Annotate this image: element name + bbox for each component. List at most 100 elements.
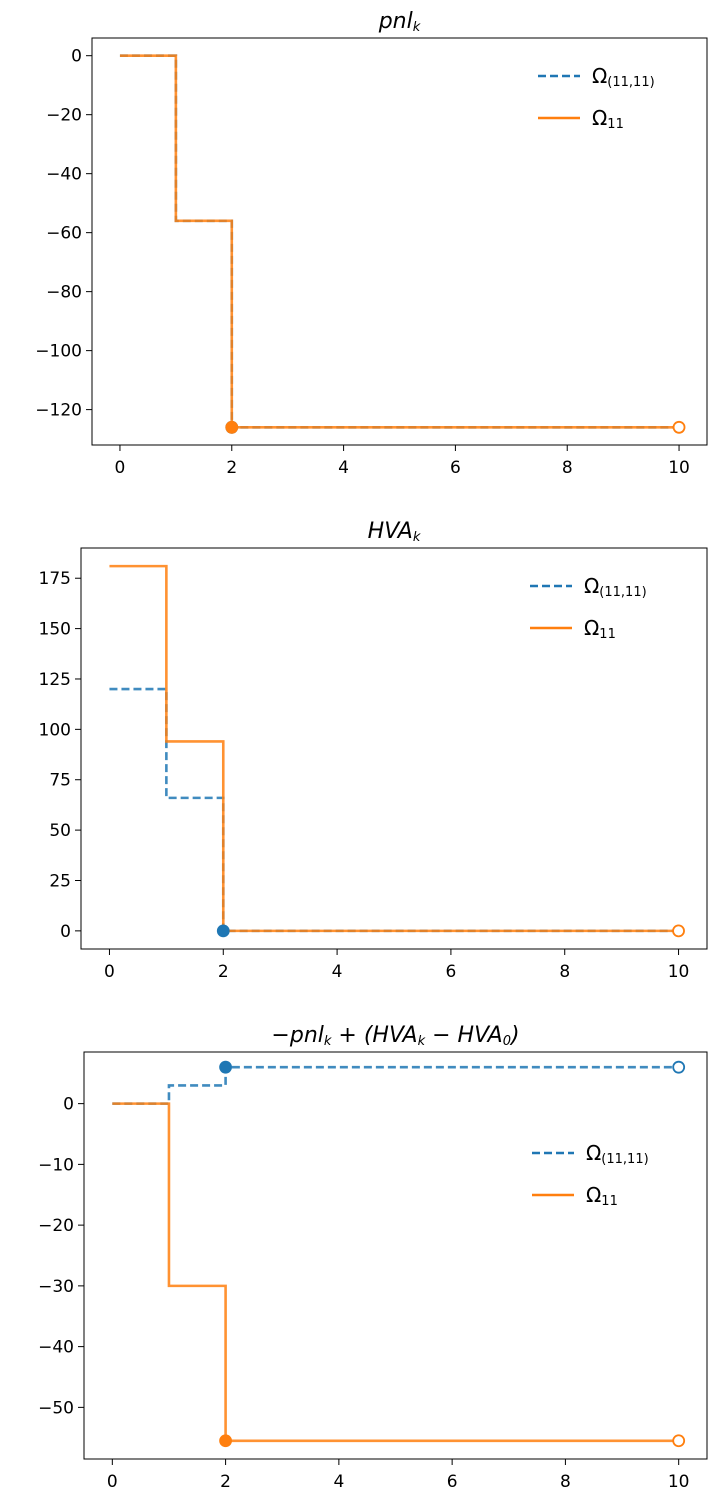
legend-label-2: Ω11 [586,1183,618,1209]
title-sub: k [324,1034,332,1049]
x-tick-label: 8 [562,458,573,478]
legend-name-sub: (11,11) [607,75,654,90]
x-tick-label: 6 [445,962,456,982]
x-tick-value: 0 [104,962,115,982]
marker-filled [216,924,230,938]
title-main: pnl [378,9,413,34]
x-tick-value: 6 [447,1472,458,1492]
legend-name-sub: (11,11) [601,1152,648,1167]
x-tick-label: 0 [107,1472,118,1492]
y-tick-value: −10 [38,1155,74,1175]
x-tick-label: 10 [668,962,690,982]
x-tick-value: 10 [668,458,690,478]
title-sub: k [413,20,421,35]
y-tick-label: −20 [46,106,82,126]
x-tick-label: 2 [218,962,229,982]
marker-filled [219,1060,232,1074]
series-line-1 [112,1065,679,1105]
series-line-2 [112,1102,679,1443]
y-tick-label: −20 [38,1216,74,1236]
y-tick-value: −30 [38,1277,74,1297]
y-tick-value: 100 [39,720,71,740]
x-tick-label: 4 [338,458,349,478]
legend-name-sub: 11 [601,1194,618,1209]
legend-label-1: Ω(11,11) [584,574,647,600]
x-tick-value: 2 [218,962,229,982]
y-tick-label: 0 [71,47,82,67]
legend-label-2: Ω11 [592,106,624,132]
y-tick-value: −40 [46,165,82,185]
y-tick-label: −50 [38,1398,74,1418]
x-tick-label: 6 [450,458,461,478]
marker-open [672,1434,686,1448]
title-mid: − HVA [425,1023,503,1048]
y-tick-value: −80 [46,283,82,303]
legend-name: Ω [592,64,607,88]
y-tick-label: −60 [46,224,82,244]
y-tick-label: −40 [46,165,82,185]
title-end: ) [509,1023,520,1048]
legend-label-1: Ω(11,11) [586,1141,649,1167]
y-tick-label: −10 [38,1155,74,1175]
y-tick-label: 25 [49,871,71,891]
legend-label-2: Ω11 [584,616,616,642]
x-tick-value: 2 [226,458,237,478]
y-tick-label: 175 [39,569,71,589]
y-tick-value: 0 [63,1095,74,1115]
marker-filled [225,420,239,434]
x-tick-value: 10 [668,1472,690,1492]
x-tick-value: 6 [450,458,461,478]
y-tick-value: −40 [38,1338,74,1358]
title-main: −pnl [271,1023,323,1048]
y-tick-label: 0 [63,1095,74,1115]
x-tick-label: 4 [333,1472,344,1492]
y-tick-label: 0 [60,922,71,942]
x-tick-value: 4 [333,1472,344,1492]
x-tick-value: 0 [107,1472,118,1492]
title-sub: k [413,530,421,545]
y-tick-label: −120 [35,401,82,421]
x-tick-label: 2 [220,1472,231,1492]
y-tick-label: 150 [39,620,71,640]
title-main: HVA [368,519,413,544]
legend-name: Ω [584,574,599,598]
title-sub: 0 [503,1034,511,1049]
y-tick-value: 150 [39,620,71,640]
x-tick-value: 2 [220,1472,231,1492]
y-tick-value: −50 [38,1398,74,1418]
marker-open [672,924,685,938]
marker-open [672,420,686,434]
y-tick-label: 125 [39,670,71,690]
x-tick-value: 8 [562,458,573,478]
legend-name-sub: (11,11) [599,585,646,600]
chart-title: pnlk [378,9,421,35]
x-tick-label: 8 [559,962,570,982]
x-tick-value: 6 [445,962,456,982]
y-tick-value: 175 [39,569,71,589]
legend-name: Ω [592,106,607,130]
marker-filled [219,1434,232,1448]
y-tick-value: 0 [71,47,82,67]
y-tick-value: −60 [46,224,82,244]
y-tick-value: −100 [35,342,82,362]
x-tick-value: 10 [668,962,690,982]
y-tick-label: −80 [46,283,82,303]
y-tick-value: −20 [46,106,82,126]
axes-frame [91,37,708,446]
legend-name: Ω [584,616,599,640]
chart-title: −pnlk + (HVAk − HVA0) [271,1023,519,1049]
axes-frame [80,547,708,950]
x-tick-label: 0 [104,962,115,982]
x-tick-label: 6 [447,1472,458,1492]
y-tick-value: 25 [49,871,71,891]
y-tick-label: −30 [38,1277,74,1297]
y-tick-value: 75 [49,771,71,791]
x-tick-label: 4 [332,962,343,982]
x-tick-value: 8 [560,1472,571,1492]
series-line-2 [119,54,680,429]
y-tick-label: −40 [38,1338,74,1358]
x-tick-value: 4 [338,458,349,478]
y-tick-label: −100 [35,342,82,362]
y-tick-value: 50 [49,821,71,841]
chart-title: HVAk [368,519,421,545]
